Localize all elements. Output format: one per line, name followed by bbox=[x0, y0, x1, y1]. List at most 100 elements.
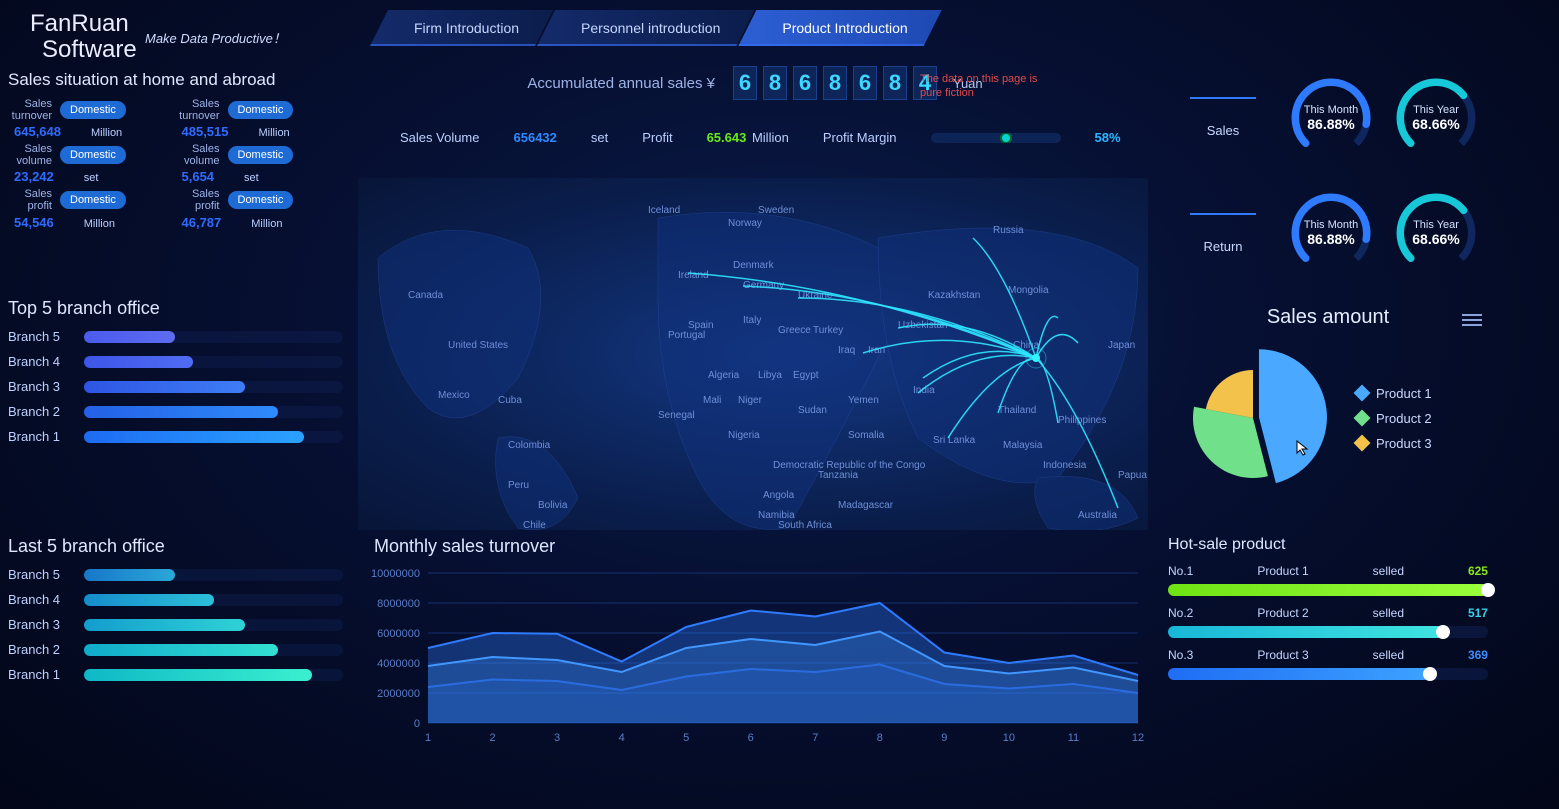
svg-text:Australia: Australia bbox=[1078, 510, 1117, 521]
branch-bar bbox=[84, 669, 343, 681]
last5-title: Last 5 branch office bbox=[8, 536, 343, 557]
svg-text:South Africa: South Africa bbox=[778, 520, 832, 530]
kpi-value: 485,515 bbox=[182, 124, 229, 139]
domestic-chip[interactable]: Domestic bbox=[60, 146, 126, 164]
svg-text:Senegal: Senegal bbox=[658, 410, 695, 421]
svg-text:2000000: 2000000 bbox=[377, 688, 420, 700]
svg-text:Sri Lanka: Sri Lanka bbox=[933, 435, 976, 446]
nav-tabs: Firm IntroductionPersonnel introductionP… bbox=[370, 10, 926, 46]
svg-text:11: 11 bbox=[1068, 732, 1079, 744]
hot-bar bbox=[1168, 668, 1488, 680]
kpi-label: Sales turnover bbox=[176, 98, 220, 122]
pie-chart[interactable] bbox=[1168, 333, 1338, 503]
hot-bar bbox=[1168, 584, 1488, 596]
svg-text:Angola: Angola bbox=[763, 490, 795, 501]
gauges-panel: Sales This Month 86.88% This Year 68.66%… bbox=[1168, 63, 1488, 288]
svg-text:India: India bbox=[913, 385, 935, 396]
world-map[interactable]: CanadaUnited StatesMexicoCubaColombiaPer… bbox=[358, 178, 1148, 530]
legend-item[interactable]: Product 2 bbox=[1356, 411, 1432, 426]
tab-0[interactable]: Firm Introduction bbox=[370, 10, 553, 46]
legend-item[interactable]: Product 3 bbox=[1356, 436, 1432, 451]
tab-2[interactable]: Product Introduction bbox=[738, 10, 941, 46]
svg-text:Canada: Canada bbox=[408, 290, 443, 301]
branch-bar bbox=[84, 356, 343, 368]
tab-1[interactable]: Personnel introduction bbox=[537, 10, 754, 46]
svg-text:Mongolia: Mongolia bbox=[1008, 285, 1049, 296]
domestic-chip[interactable]: Domestic bbox=[60, 101, 126, 119]
m3-label: Profit Margin bbox=[823, 130, 897, 145]
domestic-chip[interactable]: Domestic bbox=[60, 191, 126, 209]
legend-swatch-icon bbox=[1354, 385, 1371, 402]
svg-text:Iraq: Iraq bbox=[838, 345, 855, 356]
svg-text:2: 2 bbox=[489, 732, 495, 744]
kpi-label: Sales profit bbox=[176, 188, 220, 212]
svg-text:Turkey: Turkey bbox=[813, 325, 843, 336]
svg-text:Madagascar: Madagascar bbox=[838, 500, 894, 511]
legend-swatch-icon bbox=[1354, 410, 1371, 427]
domestic-chip[interactable]: Domestic bbox=[228, 191, 294, 209]
svg-text:Sweden: Sweden bbox=[758, 205, 794, 216]
svg-text:Russia: Russia bbox=[993, 225, 1024, 236]
gauge: This Year 68.66% bbox=[1389, 71, 1483, 165]
branch-label: Branch 1 bbox=[8, 429, 74, 444]
gauge-pct: 68.66% bbox=[1412, 231, 1459, 247]
gauge: This Month 86.88% bbox=[1284, 186, 1378, 280]
svg-text:Thailand: Thailand bbox=[998, 405, 1036, 416]
branch-label: Branch 3 bbox=[8, 617, 74, 632]
menu-icon[interactable] bbox=[1462, 314, 1482, 326]
branch-row: Branch 3 bbox=[8, 617, 343, 632]
kpi-value: 54,546 bbox=[14, 215, 54, 230]
gauge-title: This Year bbox=[1413, 219, 1459, 231]
logo: FanRuan Software bbox=[30, 10, 137, 64]
profit-margin-bar[interactable] bbox=[931, 133, 1061, 143]
svg-text:Yemen: Yemen bbox=[848, 395, 879, 406]
domestic-chip[interactable]: Domestic bbox=[228, 146, 294, 164]
branch-label: Branch 3 bbox=[8, 379, 74, 394]
domestic-chip[interactable]: Domestic bbox=[228, 101, 294, 119]
svg-text:Tanzania: Tanzania bbox=[818, 470, 858, 481]
hot-row: No.2 Product 2 selled 517 bbox=[1168, 606, 1488, 638]
kpi-label: Sales volume bbox=[8, 143, 52, 167]
tagline: Make Data Productive！ bbox=[145, 28, 286, 47]
hot-bar bbox=[1168, 626, 1488, 638]
svg-text:10: 10 bbox=[1003, 732, 1015, 744]
svg-text:Mali: Mali bbox=[703, 395, 721, 406]
svg-text:Cuba: Cuba bbox=[498, 395, 522, 406]
metrics-row: Sales Volume 656432 set Profit 65.643 Mi… bbox=[400, 130, 1121, 145]
svg-text:10000000: 10000000 bbox=[371, 568, 420, 580]
svg-text:1: 1 bbox=[425, 732, 431, 744]
kpi-label: Sales turnover bbox=[8, 98, 52, 122]
fiction-note: The data on this page is pure fiction bbox=[920, 72, 1040, 101]
svg-text:7: 7 bbox=[812, 732, 818, 744]
svg-text:Japan: Japan bbox=[1108, 340, 1135, 351]
kpi-value: 23,242 bbox=[14, 169, 54, 184]
hot-selled: selled bbox=[1373, 648, 1404, 662]
svg-text:Libya: Libya bbox=[758, 370, 782, 381]
svg-text:Bolivia: Bolivia bbox=[538, 500, 568, 511]
kpi-label: Sales volume bbox=[176, 143, 220, 167]
svg-text:4: 4 bbox=[619, 732, 625, 744]
hot-rank: No.3 bbox=[1168, 648, 1193, 662]
svg-text:4000000: 4000000 bbox=[377, 658, 420, 670]
counter-digit: 6 bbox=[853, 66, 877, 100]
kpi: Sales turnover Domestic 645,648 Million bbox=[8, 98, 176, 139]
gauge-row-label: Return bbox=[1168, 213, 1278, 254]
hot-selled: selled bbox=[1373, 606, 1404, 620]
svg-text:Mexico: Mexico bbox=[438, 390, 470, 401]
svg-text:Greece: Greece bbox=[778, 325, 811, 336]
hot-title: Hot-sale product bbox=[1168, 536, 1488, 554]
svg-text:9: 9 bbox=[941, 732, 947, 744]
kpi-value: 645,648 bbox=[14, 124, 61, 139]
monthly-title: Monthly sales turnover bbox=[374, 536, 1148, 557]
m1-value: 656432 bbox=[514, 130, 557, 145]
svg-text:Indonesia: Indonesia bbox=[1043, 460, 1087, 471]
counter-digit: 8 bbox=[763, 66, 787, 100]
svg-text:Papua Guinea: Papua Guinea bbox=[1118, 470, 1148, 481]
top5-panel: Top 5 branch office Branch 5 Branch 4 Br… bbox=[8, 298, 343, 514]
legend-item[interactable]: Product 1 bbox=[1356, 386, 1432, 401]
hot-sale-panel: Hot-sale product No.1 Product 1 selled 6… bbox=[1168, 536, 1488, 752]
hot-value: 369 bbox=[1468, 648, 1488, 662]
top5-title: Top 5 branch office bbox=[8, 298, 343, 319]
kpi: Sales turnover Domestic 485,515 Million bbox=[176, 98, 344, 139]
kpi-unit: Million bbox=[251, 218, 282, 230]
